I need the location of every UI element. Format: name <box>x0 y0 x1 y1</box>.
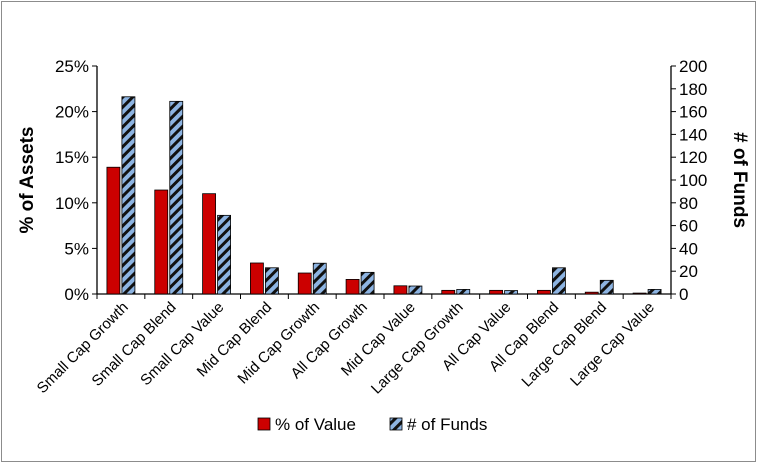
bar-num-funds <box>217 214 231 295</box>
bar-pct-value <box>250 262 264 295</box>
bar-pct-value <box>584 291 599 295</box>
bar-num-funds <box>312 262 327 295</box>
bar-pct-value <box>537 289 551 295</box>
right-axis-title: # of Funds <box>729 132 750 228</box>
right-tick-label: 180 <box>679 80 707 99</box>
right-tick-label: 200 <box>679 57 707 76</box>
right-tick-label: 80 <box>679 194 698 213</box>
right-tick-label: 60 <box>679 217 698 236</box>
bar-pct-value <box>202 193 216 295</box>
bar-pct-value <box>393 285 408 295</box>
x-tick-label: Small Cap Growth <box>34 299 132 397</box>
right-tick-label: 20 <box>679 262 698 281</box>
bar-pct-value <box>154 189 169 295</box>
left-tick-label: 20% <box>55 103 89 122</box>
right-tick-label: 100 <box>679 171 707 190</box>
x-tick-label: Large Cap Value <box>567 299 658 390</box>
legend-swatch-num-funds <box>389 417 403 431</box>
legend-label-pct-value: % of Value <box>275 415 356 434</box>
left-tick-label: 5% <box>64 239 89 258</box>
left-tick-label: 15% <box>55 148 89 167</box>
x-tick-label: Large Cap Blend <box>518 299 610 391</box>
bar-pct-value <box>489 289 503 295</box>
legend: % of Value # of Funds <box>257 415 487 434</box>
left-tick-label: 0% <box>64 285 89 304</box>
legend-label-num-funds: # of Funds <box>407 415 487 434</box>
bar-num-funds <box>121 96 136 295</box>
x-tick-label: Mid Cap Growth <box>234 299 323 388</box>
bar-num-funds <box>169 100 184 295</box>
bars-group <box>106 96 662 295</box>
bar-pct-value <box>441 289 456 295</box>
x-tick-label: Small Cap Blend <box>89 299 180 390</box>
bar-num-funds <box>456 289 471 295</box>
right-tick-label: 140 <box>679 125 707 144</box>
bar-pct-value <box>106 166 121 295</box>
bar-pct-value <box>632 292 647 295</box>
left-tick-label: 25% <box>55 57 89 76</box>
bar-num-funds <box>552 267 566 295</box>
left-axis-title: % of Assets <box>17 127 38 234</box>
bar-num-funds <box>504 290 518 295</box>
bar-pct-value <box>345 279 360 295</box>
bar-num-funds <box>360 271 375 295</box>
right-tick-label: 40 <box>679 239 698 258</box>
bar-num-funds <box>265 267 279 295</box>
legend-swatch-pct-value <box>257 417 271 431</box>
right-tick-label: 160 <box>679 103 707 122</box>
right-tick-label: 120 <box>679 148 707 167</box>
x-tick-label: Small Cap Value <box>137 299 227 389</box>
bar-pct-value <box>297 272 312 295</box>
bar-num-funds <box>599 279 614 295</box>
right-tick-label: 0 <box>679 285 688 304</box>
bar-num-funds <box>408 285 423 295</box>
left-tick-label: 10% <box>55 194 89 213</box>
axes-group: 0% 5% 10% 15% 20% 25% 0 20 40 60 80 100 120 140 160 180… <box>55 57 707 304</box>
bar-num-funds <box>647 289 662 295</box>
